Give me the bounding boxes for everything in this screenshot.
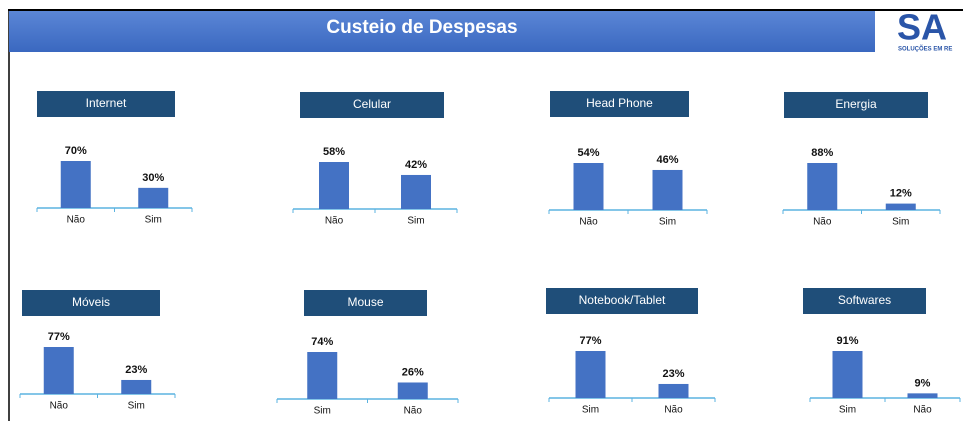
bar bbox=[121, 379, 152, 394]
chart-title: Notebook/Tablet bbox=[579, 293, 666, 307]
value-label: 91% bbox=[836, 335, 858, 347]
bar bbox=[401, 174, 431, 209]
header-bar bbox=[9, 11, 875, 52]
category-label: Não bbox=[404, 406, 423, 417]
value-label: 46% bbox=[656, 154, 678, 166]
category-label: Sim bbox=[839, 405, 856, 416]
chart-title: Head Phone bbox=[586, 96, 653, 110]
bar bbox=[397, 382, 428, 399]
bar bbox=[658, 383, 689, 398]
logo-subtitle: SOLUÇÕES EM RE bbox=[898, 46, 952, 53]
value-label: 77% bbox=[48, 331, 70, 343]
value-label: 9% bbox=[915, 377, 931, 389]
value-label: 23% bbox=[125, 364, 147, 376]
chart-title: Mouse bbox=[347, 295, 383, 309]
value-label: 74% bbox=[311, 336, 333, 348]
chart-title-box bbox=[803, 288, 926, 314]
chart-title-box bbox=[22, 290, 160, 316]
bar bbox=[575, 351, 606, 398]
bar bbox=[43, 347, 74, 394]
category-label: Não bbox=[325, 216, 344, 227]
chart-title: Energia bbox=[835, 97, 877, 111]
chart-title: Móveis bbox=[72, 295, 110, 309]
category-label: Não bbox=[67, 215, 86, 226]
value-label: 77% bbox=[579, 335, 601, 347]
bar bbox=[907, 393, 938, 398]
category-label: Sim bbox=[582, 405, 599, 416]
chart-title: Celular bbox=[353, 97, 391, 111]
header-title: Custeio de Despesas bbox=[326, 17, 517, 38]
category-label: Não bbox=[579, 217, 598, 228]
category-label: Sim bbox=[407, 216, 424, 227]
chart-title-box bbox=[300, 92, 444, 118]
value-label: 30% bbox=[142, 172, 164, 184]
chart-title-box bbox=[546, 288, 698, 314]
value-label: 58% bbox=[323, 146, 345, 158]
value-label: 12% bbox=[890, 187, 912, 199]
category-label: Não bbox=[913, 405, 932, 416]
bar bbox=[885, 203, 916, 210]
bar bbox=[573, 163, 604, 210]
chart-title-box bbox=[304, 290, 427, 316]
category-label: Não bbox=[50, 401, 69, 412]
chart-title-box bbox=[784, 92, 928, 118]
category-label: Não bbox=[813, 217, 832, 228]
logo: SA bbox=[897, 7, 947, 48]
chart-title: Softwares bbox=[838, 293, 891, 307]
bar bbox=[138, 187, 169, 208]
value-label: 26% bbox=[402, 366, 424, 378]
value-label: 70% bbox=[65, 145, 87, 157]
bar bbox=[60, 161, 91, 208]
category-label: Não bbox=[664, 405, 683, 416]
category-label: Sim bbox=[314, 406, 331, 417]
value-label: 88% bbox=[811, 147, 833, 159]
category-label: Sim bbox=[659, 217, 676, 228]
category-label: Sim bbox=[892, 217, 909, 228]
value-label: 23% bbox=[662, 368, 684, 380]
bar bbox=[319, 162, 349, 209]
category-label: Sim bbox=[128, 401, 145, 412]
bar bbox=[307, 352, 338, 399]
value-label: 54% bbox=[577, 147, 599, 159]
category-label: Sim bbox=[145, 215, 162, 226]
chart-title-box bbox=[37, 91, 175, 117]
bar bbox=[807, 163, 838, 210]
bar bbox=[652, 169, 683, 210]
value-label: 42% bbox=[405, 159, 427, 171]
chart-title-box bbox=[550, 91, 689, 117]
bar bbox=[832, 351, 863, 398]
chart-title: Internet bbox=[86, 96, 127, 110]
